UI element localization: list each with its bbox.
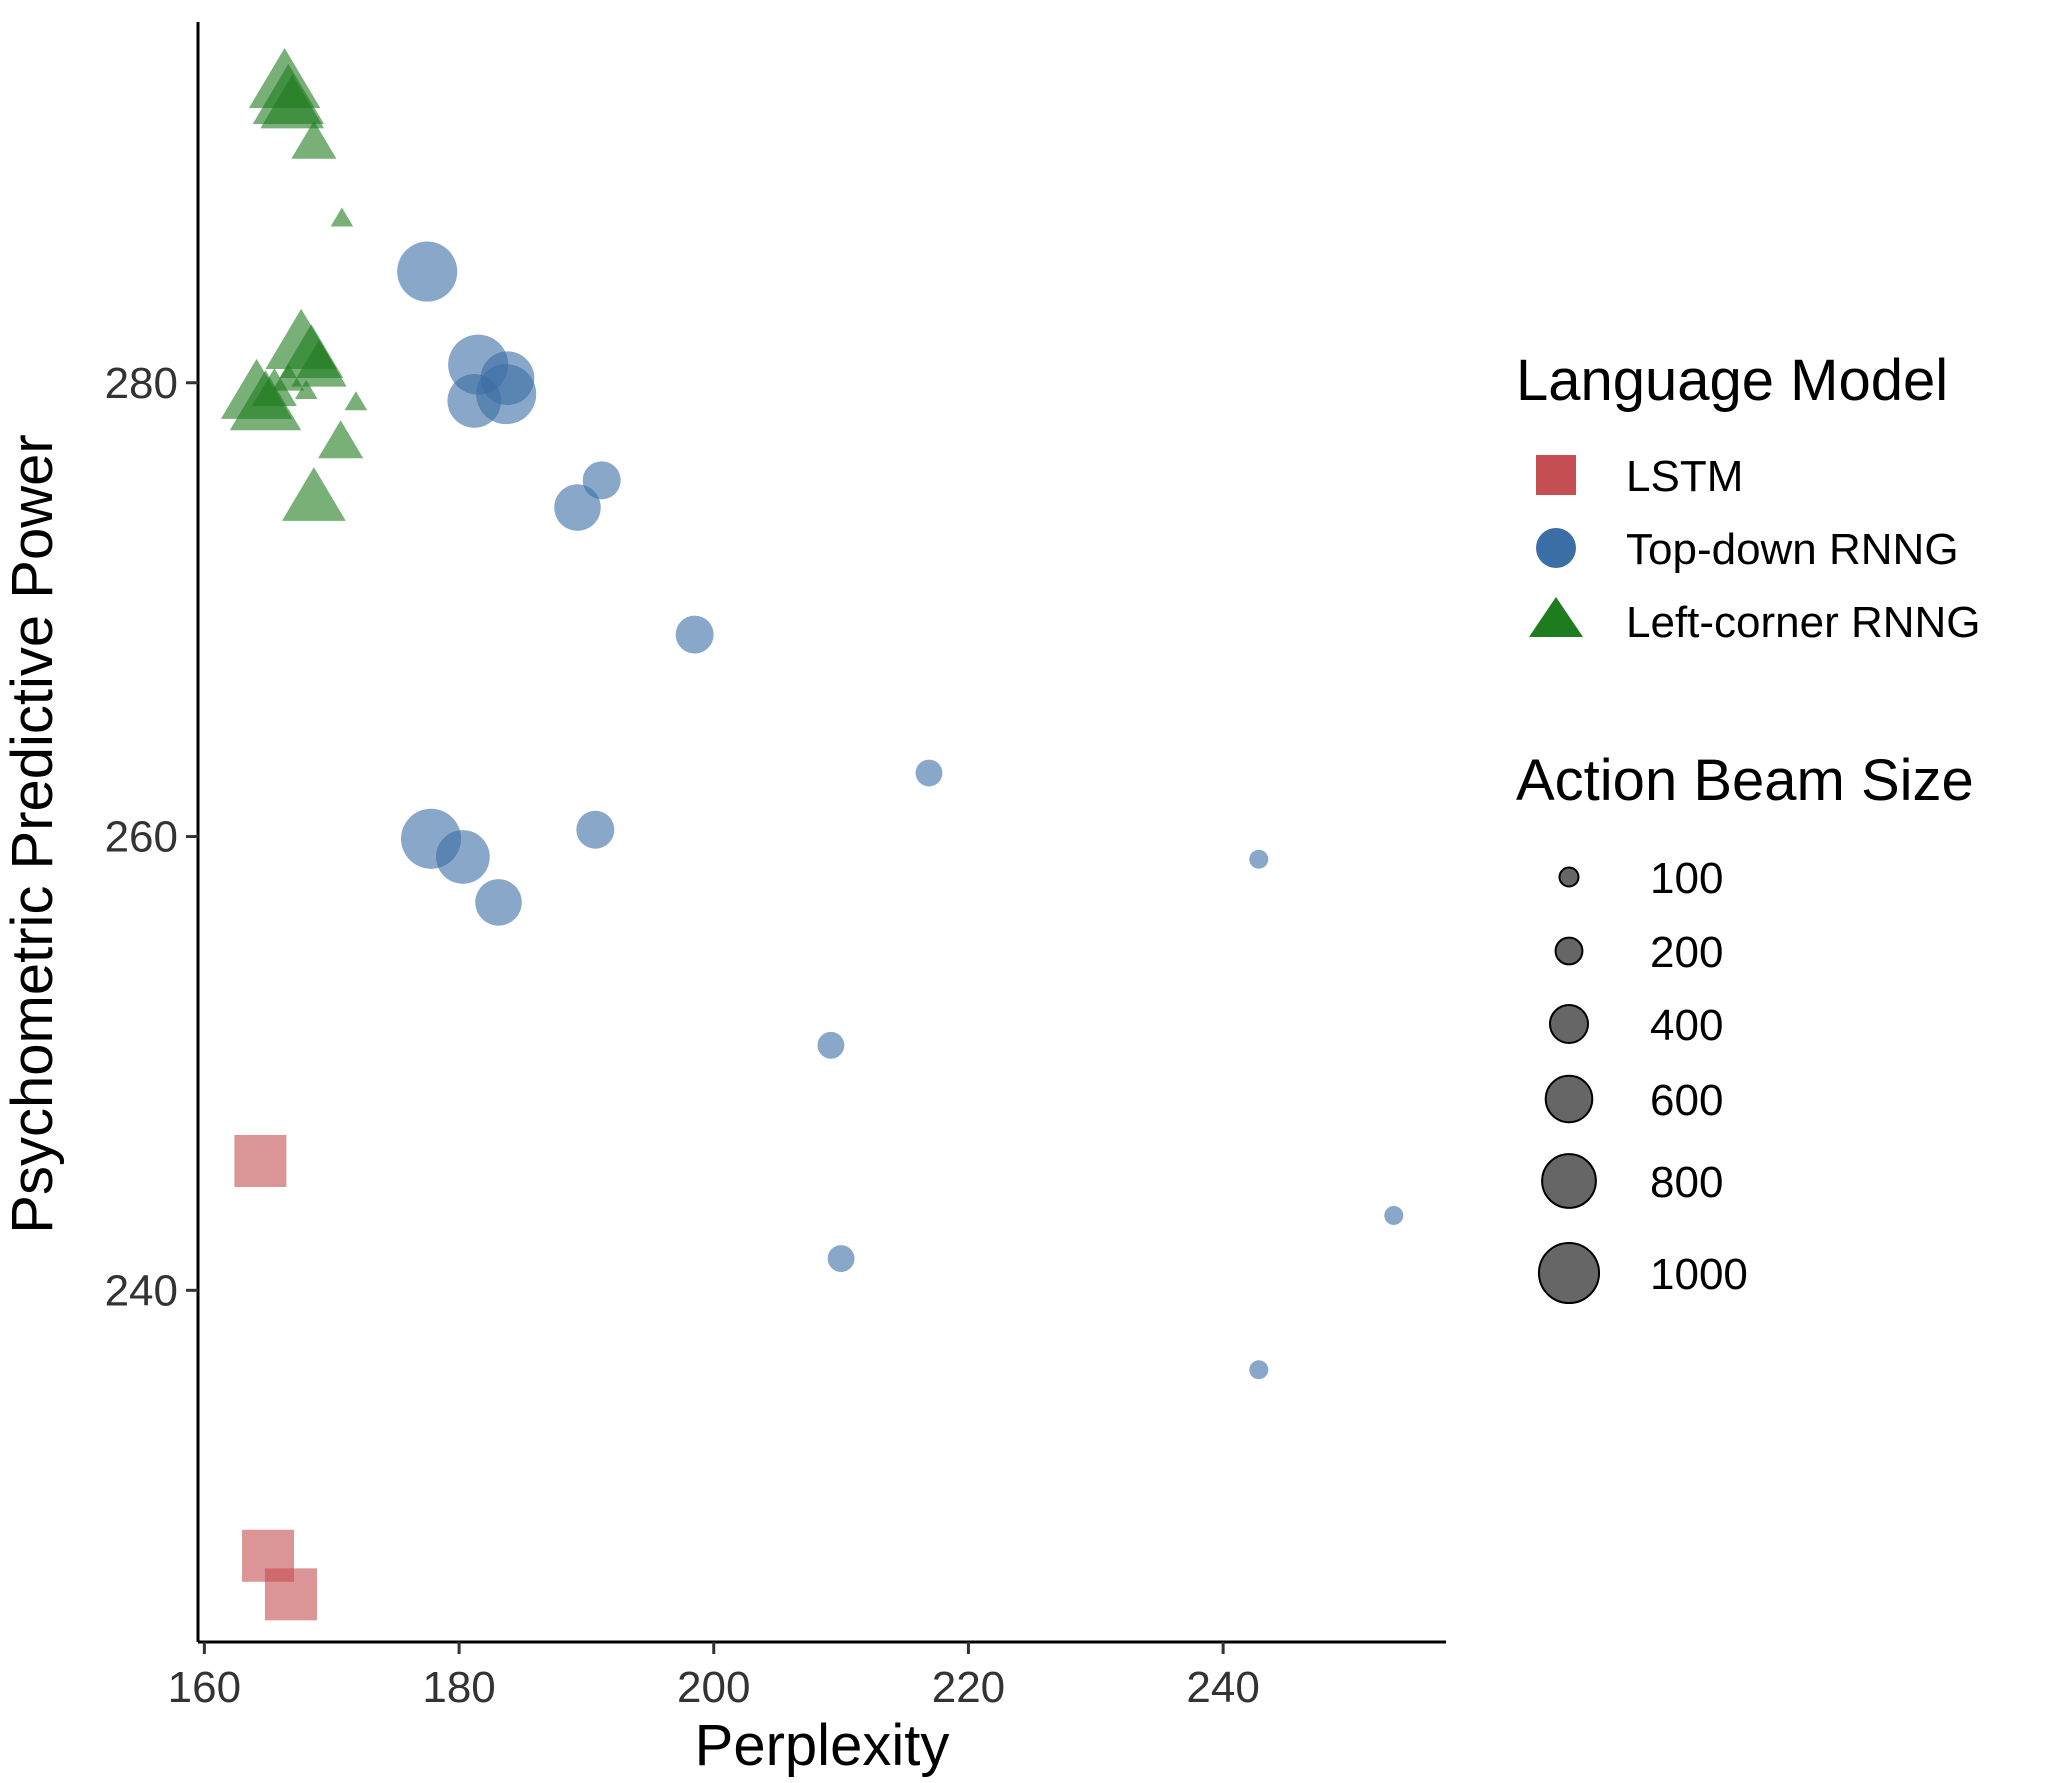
top-down-rnng-point bbox=[576, 810, 615, 849]
left-corner-rnng-point bbox=[294, 379, 318, 399]
top-down-rnng-point bbox=[817, 1031, 845, 1059]
legend-size-key bbox=[1549, 1004, 1589, 1044]
left-corner-rnng-point bbox=[229, 370, 302, 431]
legend-size-key bbox=[1544, 1074, 1594, 1124]
top-down-rnng-point bbox=[397, 241, 458, 302]
legend-key-left-corner-rnng bbox=[1529, 597, 1583, 637]
top-down-rnng-point bbox=[554, 484, 601, 531]
legend-beam-size: Action Beam Size 100 200 400 600 800 1000 bbox=[1516, 748, 1974, 1305]
legend-language-model: Language Model LSTM Top-down RNNG Left-cor… bbox=[1516, 348, 1981, 647]
top-down-rnng-point bbox=[1249, 1360, 1269, 1380]
y-tick-label: 280 bbox=[105, 359, 178, 408]
x-tick-label: 220 bbox=[932, 1663, 1005, 1712]
x-tick-label: 180 bbox=[422, 1663, 495, 1712]
left-corner-rnng-point bbox=[344, 391, 368, 411]
lstm-point bbox=[234, 1134, 287, 1187]
left-corner-rnng-point bbox=[291, 340, 347, 387]
legend-size-label: 1000 bbox=[1650, 1250, 1748, 1299]
x-ticks: 160 180 200 220 240 bbox=[168, 1642, 1260, 1712]
axes-layer bbox=[196, 22, 1446, 1644]
top-down-rnng-point bbox=[915, 759, 943, 787]
top-down-rnng-point bbox=[1249, 849, 1269, 869]
legend-size-label: 800 bbox=[1650, 1158, 1723, 1207]
legend-key-lstm bbox=[1536, 455, 1576, 495]
legend-size-label: 400 bbox=[1650, 1001, 1723, 1050]
legend-size-key bbox=[1537, 1241, 1601, 1305]
legend-size-key bbox=[1558, 866, 1580, 888]
legend-size-key bbox=[1554, 936, 1584, 966]
legend-label-top-down-rnng: Top-down RNNG bbox=[1626, 525, 1959, 574]
left-corner-rnng-point bbox=[318, 420, 364, 459]
x-tick-label: 240 bbox=[1186, 1663, 1259, 1712]
lstm-point bbox=[264, 1568, 317, 1621]
legend-key-top-down-rnng bbox=[1536, 528, 1576, 568]
points-layer bbox=[220, 47, 1404, 1621]
left-corner-rnng-point bbox=[281, 467, 346, 521]
y-tick-label: 240 bbox=[105, 1266, 178, 1315]
y-axis-title: Psychometric Predictive Power bbox=[0, 434, 65, 1233]
x-tick-label: 200 bbox=[677, 1663, 750, 1712]
legend-beam-size-title: Action Beam Size bbox=[1516, 748, 1974, 813]
left-corner-rnng-point bbox=[330, 207, 354, 227]
top-down-rnng-point bbox=[436, 830, 490, 884]
top-down-rnng-point bbox=[1384, 1205, 1404, 1225]
y-ticks: 240 260 280 bbox=[105, 359, 198, 1315]
y-tick-label: 260 bbox=[105, 813, 178, 862]
legend-size-key bbox=[1541, 1153, 1597, 1209]
legend-label-lstm: LSTM bbox=[1626, 452, 1743, 501]
x-tick-label: 160 bbox=[168, 1663, 241, 1712]
legend-language-model-title: Language Model bbox=[1516, 348, 1948, 413]
top-down-rnng-point bbox=[675, 615, 714, 654]
top-down-rnng-point bbox=[475, 879, 522, 926]
legend-label-left-corner-rnng: Left-corner RNNG bbox=[1626, 598, 1981, 647]
legend-size-label: 600 bbox=[1650, 1076, 1723, 1125]
legend-size-label: 200 bbox=[1650, 928, 1723, 977]
x-axis-title: Perplexity bbox=[695, 1713, 950, 1778]
left-corner-rnng-point bbox=[291, 120, 337, 159]
legend-size-label: 100 bbox=[1650, 854, 1723, 903]
left-corner-rnng-point bbox=[260, 74, 325, 129]
top-down-rnng-point bbox=[476, 364, 537, 425]
top-down-rnng-point bbox=[827, 1245, 855, 1272]
